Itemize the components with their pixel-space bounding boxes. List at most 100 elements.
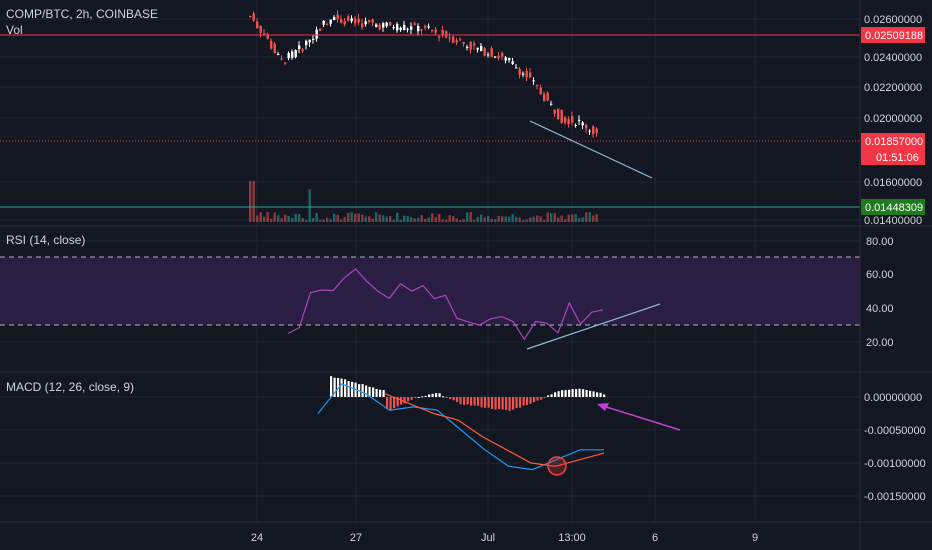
macd-histogram-bar bbox=[431, 393, 434, 397]
macd-histogram-bar bbox=[505, 397, 508, 410]
volume-bar bbox=[574, 213, 577, 222]
volume-bar bbox=[532, 216, 535, 222]
time-tick-label: Jul bbox=[481, 532, 495, 544]
macd-tick-label: -0.00150000 bbox=[864, 491, 926, 503]
macd-histogram-bar bbox=[554, 392, 557, 397]
volume-bar bbox=[585, 212, 588, 222]
volume-bar bbox=[378, 214, 381, 222]
macd-title[interactable]: MACD (12, 26, close, 9) bbox=[6, 380, 134, 394]
volume-label[interactable]: Vol bbox=[6, 23, 23, 37]
candle-body bbox=[578, 119, 581, 121]
candle-body bbox=[448, 37, 451, 39]
macd-histogram-bar bbox=[477, 397, 480, 406]
macd-axis[interactable]: 0.00000000 -0.00050000 -0.00100000 -0.00… bbox=[864, 392, 926, 503]
candle-body bbox=[462, 41, 465, 44]
macd-histogram-bar bbox=[540, 397, 543, 400]
price-tick-label: 0.02200000 bbox=[864, 82, 922, 94]
symbol-title[interactable]: COMP/BTC, 2h, COINBASE bbox=[6, 7, 158, 21]
macd-line bbox=[317, 383, 604, 471]
candle-body bbox=[595, 128, 598, 134]
rsi-line bbox=[287, 268, 604, 341]
price-tick-label: 0.02000000 bbox=[864, 113, 922, 125]
volume-bar bbox=[511, 214, 514, 222]
macd-histogram-bar bbox=[445, 397, 448, 398]
rsi-pane[interactable] bbox=[0, 256, 860, 350]
candlesticks bbox=[249, 10, 598, 138]
candle-body bbox=[543, 93, 546, 101]
candle-body bbox=[277, 53, 280, 55]
volume-bar bbox=[434, 216, 437, 222]
candle-body bbox=[371, 19, 374, 23]
rsi-trendline[interactable] bbox=[526, 303, 661, 350]
volume-bar bbox=[469, 212, 472, 222]
price-pane[interactable] bbox=[0, 10, 860, 222]
candle-body bbox=[249, 15, 252, 17]
macd-histogram-bar bbox=[340, 378, 343, 397]
arrow-head bbox=[597, 403, 609, 411]
candle-body bbox=[515, 67, 518, 69]
candle-body bbox=[385, 22, 388, 27]
candle-body bbox=[354, 18, 357, 24]
volume-bar bbox=[270, 218, 273, 222]
volume-bar bbox=[508, 216, 511, 222]
candle-body bbox=[315, 29, 318, 39]
price-trendline[interactable] bbox=[529, 120, 653, 179]
macd-tick-label: -0.00100000 bbox=[864, 458, 926, 470]
volume-bar bbox=[476, 217, 479, 222]
volume-bar bbox=[448, 215, 451, 222]
macd-histogram-bar bbox=[407, 397, 410, 402]
time-axis[interactable]: 24 27 Jul 13:00 6 9 bbox=[251, 532, 758, 544]
volume-bar bbox=[382, 215, 385, 222]
resistance-price-value: 0.02509188 bbox=[865, 30, 923, 42]
volume-bar bbox=[487, 215, 490, 222]
macd-histogram-bar bbox=[386, 397, 389, 410]
volume-bar bbox=[252, 180, 255, 222]
candle-body bbox=[574, 125, 577, 127]
candle-body bbox=[501, 52, 504, 57]
macd-histogram-bar bbox=[333, 377, 336, 397]
candle-body bbox=[424, 25, 427, 28]
rsi-title[interactable]: RSI (14, close) bbox=[6, 233, 85, 247]
macd-histogram-bar bbox=[498, 397, 501, 409]
candle-body bbox=[518, 69, 521, 75]
candle-body bbox=[322, 20, 325, 25]
volume-bar bbox=[305, 219, 308, 222]
candle-body bbox=[480, 45, 483, 51]
volume-bar bbox=[546, 212, 549, 222]
resistance-price-tag: 0.02509188 bbox=[861, 27, 925, 43]
macd-histogram-bar bbox=[533, 397, 536, 403]
volume-bar bbox=[389, 216, 392, 222]
candle-body bbox=[284, 62, 287, 64]
candle-body bbox=[403, 24, 406, 31]
volume-bar bbox=[273, 212, 276, 222]
candle-body bbox=[294, 50, 297, 58]
volume-bar bbox=[364, 216, 367, 222]
volume-bar bbox=[399, 219, 402, 222]
volume-bar bbox=[588, 212, 591, 222]
macd-histogram-bar bbox=[414, 397, 417, 399]
macd-histogram-bar bbox=[470, 397, 473, 406]
macd-histogram-bar bbox=[536, 397, 539, 401]
volume-bar bbox=[578, 218, 581, 222]
macd-histogram-bar bbox=[487, 397, 490, 408]
candle-body bbox=[368, 20, 371, 22]
macd-histogram-bar bbox=[379, 389, 382, 397]
macd-histogram-bar bbox=[463, 397, 466, 405]
macd-histogram-bar bbox=[417, 396, 420, 398]
candle-body bbox=[357, 18, 360, 23]
volume-bar bbox=[259, 212, 262, 222]
macd-histogram-bar bbox=[522, 397, 525, 406]
macd-histogram-bar bbox=[438, 393, 441, 397]
rsi-axis[interactable]: 80.00 60.00 40.00 20.00 bbox=[866, 236, 894, 349]
volume-bar bbox=[375, 212, 378, 222]
macd-pane[interactable] bbox=[317, 376, 681, 476]
macd-histogram-bar bbox=[410, 397, 413, 400]
volume-bar bbox=[581, 217, 584, 222]
volume-bar bbox=[462, 219, 465, 222]
price-axis[interactable]: 0.02600000 0.02400000 0.02200000 0.02000… bbox=[864, 14, 922, 227]
macd-histogram-bar bbox=[592, 391, 595, 397]
volume-bar bbox=[473, 219, 476, 222]
volume-bar bbox=[494, 219, 497, 222]
candle-body bbox=[413, 23, 416, 25]
